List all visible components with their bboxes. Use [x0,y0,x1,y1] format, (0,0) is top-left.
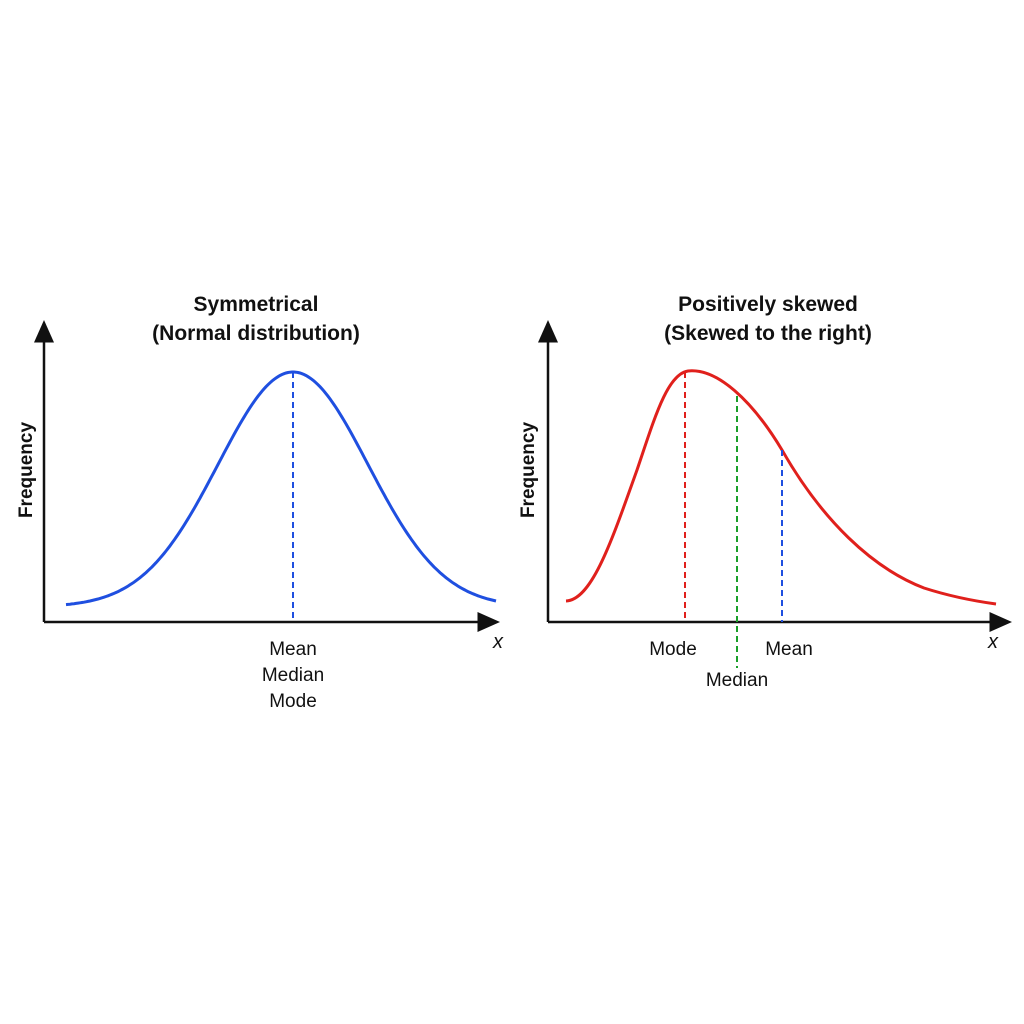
mean-label: Mean [269,639,317,660]
title-line-1: Positively skewed [678,293,858,316]
normal-curve [65,370,497,607]
y-axis-label: Frequency [16,422,37,519]
skewed-panel: Positively skewed (Skewed to the right) … [512,0,1024,1024]
mode-label: Mode [649,639,697,660]
skewed-diagram: Frequency x Mode Median Mean [518,320,1012,691]
symmetrical-diagram: Frequency x Mean Median Mode [16,320,504,712]
median-label: Median [706,670,768,691]
x-axis-label: x [987,631,999,653]
mode-label: Mode [269,691,317,712]
median-label: Median [262,665,324,686]
title-line-1: Symmetrical [193,293,319,316]
x-axis-label: x [492,631,504,653]
symmetrical-panel: Symmetrical (Normal distribution) Freque… [0,290,512,712]
skewed-curve [565,369,997,606]
panel-title: Symmetrical (Normal distribution) [0,290,512,348]
panel-title: Positively skewed (Skewed to the right) [512,290,1024,348]
title-line-2: (Skewed to the right) [664,322,872,345]
mean-label: Mean [765,639,813,660]
y-axis-label: Frequency [518,422,539,519]
title-line-2: (Normal distribution) [152,322,360,345]
